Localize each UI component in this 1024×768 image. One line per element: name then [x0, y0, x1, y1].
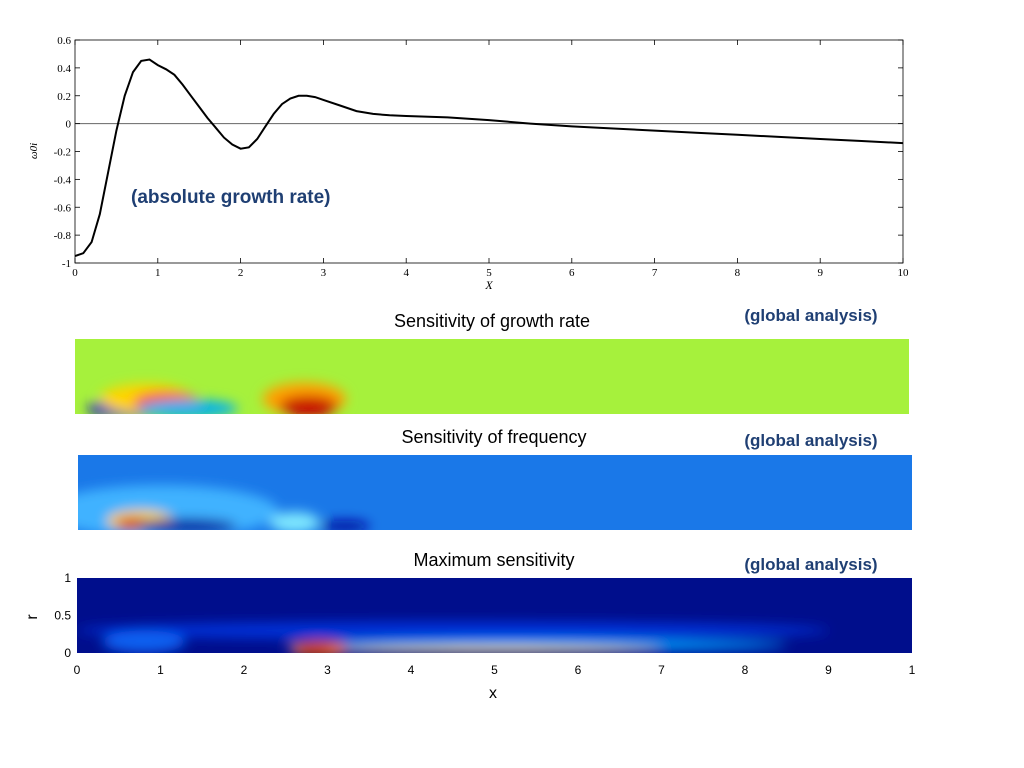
maximum-global-analysis-note: (global analysis) [744, 555, 877, 574]
line-x-axis-label: X [484, 278, 493, 292]
y-tick-label: -0.4 [54, 174, 72, 186]
heatmap-intensity-region [327, 647, 662, 653]
y-tick-label: -0.8 [54, 230, 72, 242]
line-y-axis-label: ω0i [28, 143, 40, 159]
x-tick-label: 2 [238, 267, 244, 279]
heatmap-y-tick-labels: 10.50 [54, 571, 71, 660]
heatmap-intensity-region [77, 621, 829, 640]
maximum-sensitivity-heatmap: Maximum sensitivity (global analysis) 10… [24, 550, 916, 702]
frequency-sensitivity-title: Sensitivity of frequency [401, 427, 586, 447]
frequency-sensitivity-heatmap: Sensitivity of frequency (global analysi… [78, 427, 912, 530]
x-tick-label: 4 [408, 663, 415, 677]
maximum-sensitivity-title: Maximum sensitivity [413, 550, 574, 570]
y-tick-label: -1 [62, 258, 71, 270]
heatmap-y-axis-label: r [24, 614, 41, 620]
frequency-global-analysis-note: (global analysis) [744, 431, 877, 450]
heatmap-intensity-region [298, 646, 332, 653]
heatmap-intensity-region [319, 520, 370, 530]
x-tick-label: 6 [575, 663, 582, 677]
growth-rate-sensitivity-heatmap: Sensitivity of growth rate (global analy… [75, 306, 909, 414]
x-tick-label: 7 [658, 663, 665, 677]
x-tick-label: 10 [898, 267, 910, 279]
y-tick-label: -0.2 [54, 147, 71, 159]
heatmap-intensity-region [137, 399, 238, 414]
x-tick-label: 8 [742, 663, 749, 677]
growth-rate-sensitivity-title: Sensitivity of growth rate [394, 311, 590, 331]
absolute-growth-rate-annotation: (absolute growth rate) [131, 187, 331, 208]
x-tick-label: 1 [909, 663, 916, 677]
line-x-tick-labels: 0 1 2 3 4 5 6 7 8 9 10 [72, 40, 909, 279]
y-tick-label: 0 [64, 646, 71, 660]
x-tick-label: 3 [324, 663, 331, 677]
x-tick-label: 5 [491, 663, 498, 677]
x-tick-label: 7 [652, 267, 658, 279]
growth-rate-series-line [75, 58, 903, 257]
y-tick-label: -0.6 [54, 202, 72, 214]
x-tick-label: 1 [155, 267, 161, 279]
x-tick-label: 0 [72, 267, 78, 279]
y-tick-label: 0.2 [57, 91, 71, 103]
line-plot-frame [74, 39, 904, 264]
heatmap-intensity-region [136, 518, 237, 530]
x-tick-label: 4 [403, 267, 409, 279]
x-tick-label: 9 [825, 663, 832, 677]
x-tick-label: 6 [569, 267, 575, 279]
x-tick-label: 2 [241, 663, 248, 677]
x-tick-label: 5 [486, 267, 492, 279]
heatmap-intensity-region [279, 396, 338, 414]
heatmap-intensity-region [102, 630, 186, 653]
x-tick-label: 8 [735, 267, 741, 279]
heatmap-x-tick-labels: 0 1 2 3 4 5 6 7 8 9 1 [74, 663, 916, 677]
heatmap-intensity-region [269, 512, 320, 530]
x-tick-label: 0 [74, 663, 81, 677]
x-tick-label: 9 [817, 267, 823, 279]
y-tick-label: 0.4 [57, 63, 71, 75]
growth-rate-line-chart: 0.6 0.4 0.2 0 -0.2 -0.4 -0.6 -0.8 -1 0 1 2 3 4 5 6 7 8 9 1… [28, 35, 909, 292]
x-tick-label: 1 [157, 663, 164, 677]
y-tick-label: 0.5 [54, 609, 71, 623]
y-tick-label: 1 [64, 571, 71, 585]
growth-global-analysis-note: (global analysis) [744, 306, 877, 325]
y-tick-label: 0 [66, 119, 72, 131]
x-tick-label: 3 [321, 267, 327, 279]
heatmap-x-axis-label: x [489, 685, 497, 702]
y-tick-label: 0.6 [57, 35, 71, 47]
line-y-tick-labels: 0.6 0.4 0.2 0 -0.2 -0.4 -0.6 -0.8 -1 [54, 35, 903, 270]
